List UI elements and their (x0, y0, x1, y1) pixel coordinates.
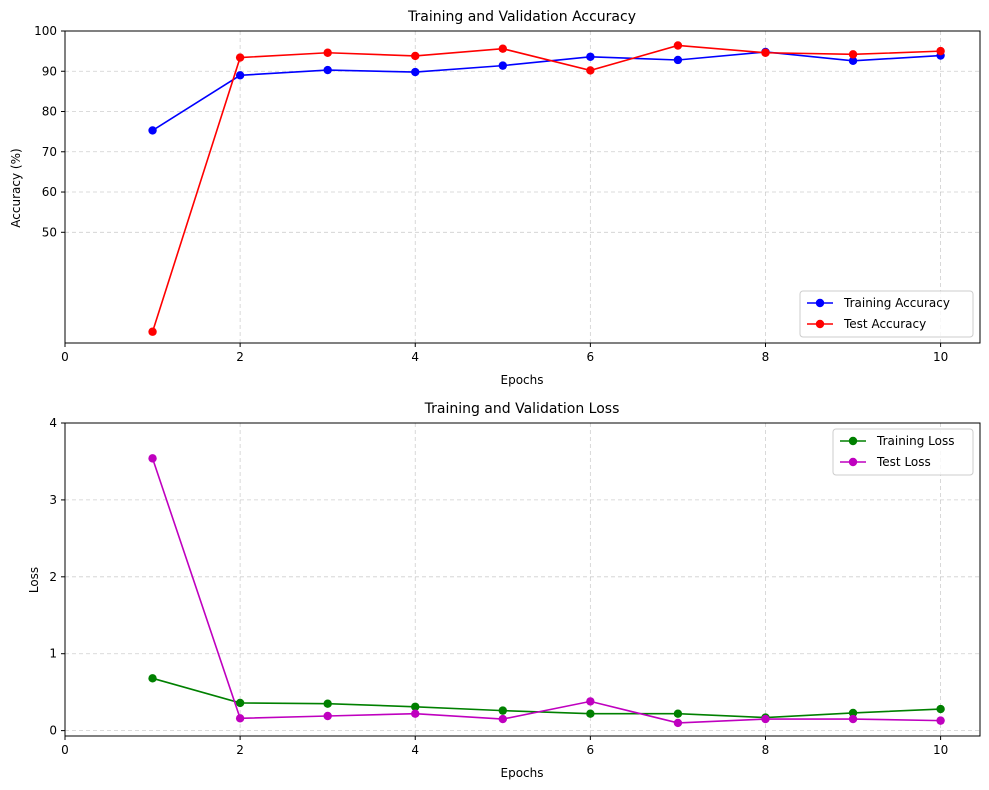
training-accuracy-point-1 (148, 126, 157, 135)
test-loss-point-4 (411, 709, 420, 718)
test-accuracy-point-1 (148, 327, 157, 336)
loss-y-tick-label-3: 3 (49, 493, 57, 507)
training-accuracy-point-5 (498, 61, 507, 70)
accuracy-y-tick-label-70: 70 (42, 145, 57, 159)
test-loss-legend-marker (848, 457, 858, 467)
training-loss-legend-marker (848, 436, 858, 446)
training-accuracy-line (152, 51, 941, 132)
training-accuracy-point-4 (411, 67, 420, 77)
test-loss-point-6 (586, 697, 595, 706)
accuracy-y-tick-label-60: 60 (42, 185, 57, 199)
training-loss-point-4 (411, 702, 420, 711)
test-accuracy-point-7 (673, 41, 683, 50)
test-accuracy-point-5 (498, 44, 507, 53)
training-loss-point-7 (673, 709, 683, 718)
loss-series (148, 454, 945, 728)
test-accuracy-point-2 (235, 53, 245, 62)
loss-legend: Training Loss Test Loss (832, 428, 974, 476)
loss-y-tick-label-1: 1 (49, 647, 57, 661)
accuracy-y-tick-label-80: 80 (42, 105, 57, 119)
training-loss-point-2 (235, 698, 245, 708)
test-loss-point-5 (498, 714, 507, 724)
accuracy-y-tick-label-50: 50 (42, 225, 57, 239)
training-loss-point-9 (848, 708, 858, 718)
accuracy-x-tick-label-4: 4 (411, 350, 419, 364)
accuracy-y-tick-label-100: 100 (34, 24, 57, 38)
accuracy-chart: Training and Validation Accuracy 0 2 4 6 8 10… (9, 9, 981, 387)
accuracy-y-tick-label-90: 90 (42, 64, 57, 78)
test-loss-point-9 (848, 714, 858, 724)
loss-x-tick-label-2: 2 (236, 743, 244, 757)
accuracy-x-tick-label-0: 0 (61, 350, 69, 364)
training-accuracy-point-6 (586, 52, 595, 61)
test-loss-point-1 (148, 454, 157, 463)
loss-x-ticks: 0 2 4 6 8 10 (61, 736, 948, 757)
training-loss-point-3 (323, 699, 332, 708)
accuracy-legend: Training Accuracy Test Accuracy (799, 290, 974, 338)
training-loss-line (152, 677, 941, 719)
training-loss-point-10 (936, 704, 945, 714)
training-accuracy-point-7 (673, 55, 683, 65)
loss-x-tick-label-10: 10 (933, 743, 948, 757)
test-accuracy-line (151, 44, 941, 332)
test-loss-line (151, 458, 941, 724)
loss-x-tick-label-8: 8 (762, 743, 770, 757)
accuracy-x-tick-label-2: 2 (236, 350, 244, 364)
loss-x-axis-label: Epochs (501, 766, 544, 780)
loss-legend-box (832, 428, 974, 476)
training-loss-point-5 (498, 706, 507, 715)
test-loss-point-3 (323, 711, 332, 721)
accuracy-chart-title: Training and Validation Accuracy (407, 9, 636, 25)
test-accuracy-legend-label: Test Accuracy (843, 317, 926, 331)
training-accuracy-point-3 (323, 65, 332, 75)
accuracy-y-axis-label: Accuracy (%) (9, 148, 23, 227)
test-accuracy-point-6 (586, 66, 595, 75)
loss-x-tick-label-6: 6 (587, 743, 595, 757)
loss-x-tick-label-0: 0 (61, 743, 69, 757)
loss-x-tick-label-4: 4 (411, 743, 419, 757)
training-accuracy-legend-marker (815, 298, 825, 308)
training-accuracy-legend-label: Training Accuracy (843, 296, 950, 310)
test-accuracy-point-4 (411, 51, 420, 61)
training-loss-legend-label: Training Loss (876, 434, 954, 448)
accuracy-x-tick-label-10: 10 (933, 350, 948, 364)
accuracy-x-ticks: 0 2 4 6 8 10 (61, 343, 948, 364)
loss-y-ticks: 0 1 2 3 4 (49, 416, 65, 738)
test-loss-point-2 (235, 714, 245, 723)
test-accuracy-point-10 (936, 46, 945, 56)
test-loss-legend-label: Test Loss (876, 455, 931, 469)
test-accuracy-point-3 (323, 48, 332, 57)
loss-y-axis-label: Loss (27, 567, 41, 593)
training-loss-point-6 (586, 709, 595, 718)
loss-y-tick-label-4: 4 (49, 416, 57, 430)
training-accuracy-point-2 (235, 71, 245, 80)
test-loss-point-8 (761, 714, 770, 724)
test-loss-point-7 (673, 718, 683, 728)
test-accuracy-point-9 (848, 50, 858, 59)
training-accuracy-point-9 (848, 56, 858, 65)
test-loss-point-10 (936, 716, 945, 725)
loss-chart: Training and Validation Loss 0 2 4 6 8 10 0 1 2… (27, 401, 981, 780)
loss-plot-frame (64, 422, 981, 737)
accuracy-series (148, 41, 945, 336)
test-accuracy-legend-marker (815, 319, 825, 329)
accuracy-x-tick-label-8: 8 (762, 350, 770, 364)
accuracy-plot-frame (64, 30, 981, 344)
accuracy-x-axis-label: Epochs (501, 373, 544, 387)
training-loss-point-1 (148, 674, 157, 683)
accuracy-x-tick-label-6: 6 (587, 350, 595, 364)
accuracy-y-ticks: 50 60 70 80 90 100 (34, 24, 65, 239)
test-accuracy-point-8 (761, 48, 770, 57)
accuracy-legend-box (799, 290, 974, 338)
loss-chart-title: Training and Validation Loss (424, 401, 620, 417)
loss-y-tick-label-2: 2 (49, 570, 57, 584)
loss-y-tick-label-0: 0 (49, 724, 57, 738)
